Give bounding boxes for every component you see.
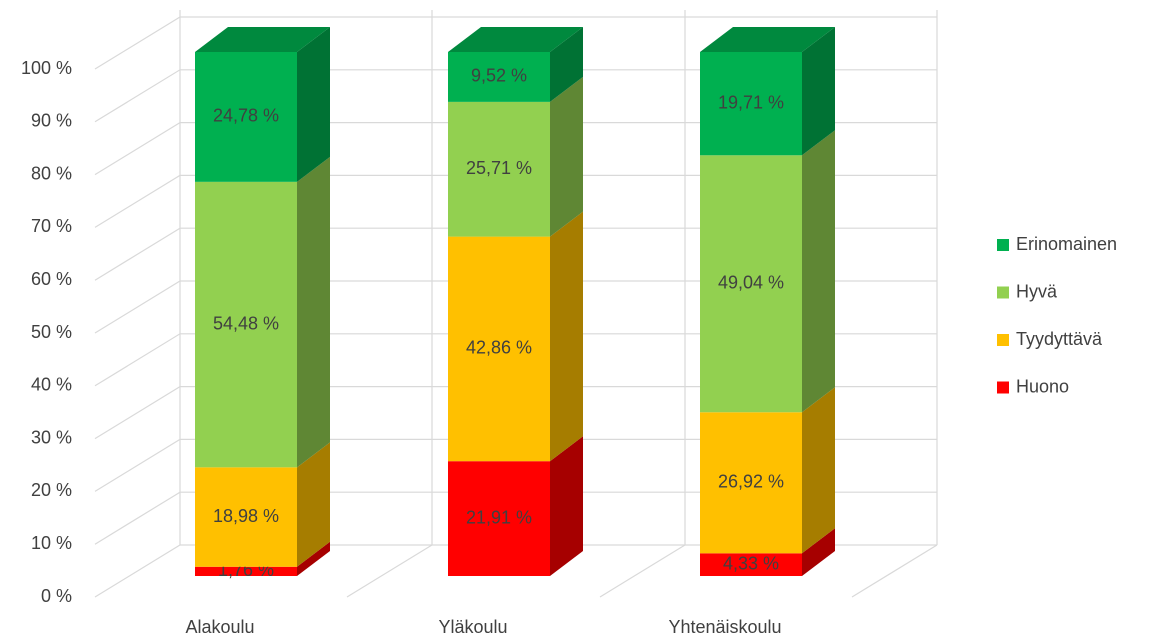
legend-swatch [997, 334, 1009, 346]
value-label: 26,92 % [718, 472, 784, 492]
bar-top [448, 27, 583, 52]
bar [700, 52, 802, 156]
legend-label: Huono [1016, 376, 1069, 396]
bar [700, 553, 802, 576]
grid-line [94, 333, 937, 387]
bar-side [297, 541, 330, 576]
bar [195, 467, 297, 567]
bar-side [297, 156, 330, 468]
value-label: 49,04 % [718, 273, 784, 293]
floor-line [346, 544, 433, 598]
value-label: 25,71 % [466, 158, 532, 178]
bar-side [297, 442, 330, 567]
bar [195, 566, 297, 576]
y-tick-label: 40 % [31, 375, 72, 395]
y-tick-label: 70 % [31, 216, 72, 236]
floor-line [851, 544, 938, 598]
value-label: 9,52 % [471, 66, 527, 86]
floor-line [599, 544, 686, 598]
bar [448, 461, 550, 576]
bar-side [550, 27, 583, 102]
bar-side [802, 130, 835, 413]
bar-side [550, 211, 583, 462]
x-tick-label: Yhtenäiskoulu [668, 617, 781, 637]
grid-line [94, 386, 937, 440]
legend-swatch [997, 239, 1009, 251]
bar [700, 412, 802, 554]
value-label: 4,33 % [723, 553, 779, 573]
bar-top [700, 27, 835, 52]
x-tick-label: Alakoulu [185, 617, 254, 637]
value-label: 18,98 % [213, 506, 279, 526]
legend-swatch [997, 286, 1009, 299]
y-tick-label: 0 % [41, 586, 72, 606]
value-label: 21,91 % [466, 507, 532, 527]
bar [448, 52, 550, 102]
back-wall [179, 10, 938, 598]
y-tick-label: 80 % [31, 163, 72, 183]
bar-side [802, 387, 835, 554]
legend-label: Tyydyttävä [1016, 329, 1103, 349]
grid-line [94, 174, 937, 228]
bar-side [297, 27, 330, 182]
legend-label: Hyvä [1016, 281, 1058, 301]
bar-side [550, 76, 583, 237]
value-label: 19,71 % [718, 92, 784, 112]
grid-line [94, 544, 937, 598]
grid-line [94, 491, 937, 545]
value-label: 42,86 % [466, 338, 532, 358]
y-tick-label: 50 % [31, 322, 72, 342]
value-label: 24,78 % [213, 106, 279, 126]
bar-side [802, 528, 835, 576]
grid-line [94, 69, 937, 123]
bar-side [802, 27, 835, 156]
bar [195, 181, 297, 468]
value-label: 54,48 % [213, 313, 279, 333]
grid-line [94, 280, 937, 334]
grid-line [94, 438, 937, 492]
y-tick-label: 100 % [21, 58, 72, 78]
y-tick-label: 30 % [31, 427, 72, 447]
bar-top [195, 27, 330, 52]
x-tick-label: Yläkoulu [438, 617, 507, 637]
y-tick-label: 60 % [31, 269, 72, 289]
y-tick-label: 20 % [31, 480, 72, 500]
grid-line [94, 121, 937, 176]
bar [700, 155, 802, 413]
grid-line [94, 16, 937, 70]
bar [448, 101, 550, 237]
legend-swatch [997, 381, 1009, 394]
grid-line [94, 227, 937, 281]
legend-label: Erinomainen [1016, 234, 1117, 254]
y-tick-label: 10 % [31, 533, 72, 553]
bar [195, 52, 297, 182]
bar [448, 236, 550, 462]
y-tick-label: 90 % [31, 111, 72, 131]
bar-side [550, 436, 583, 576]
